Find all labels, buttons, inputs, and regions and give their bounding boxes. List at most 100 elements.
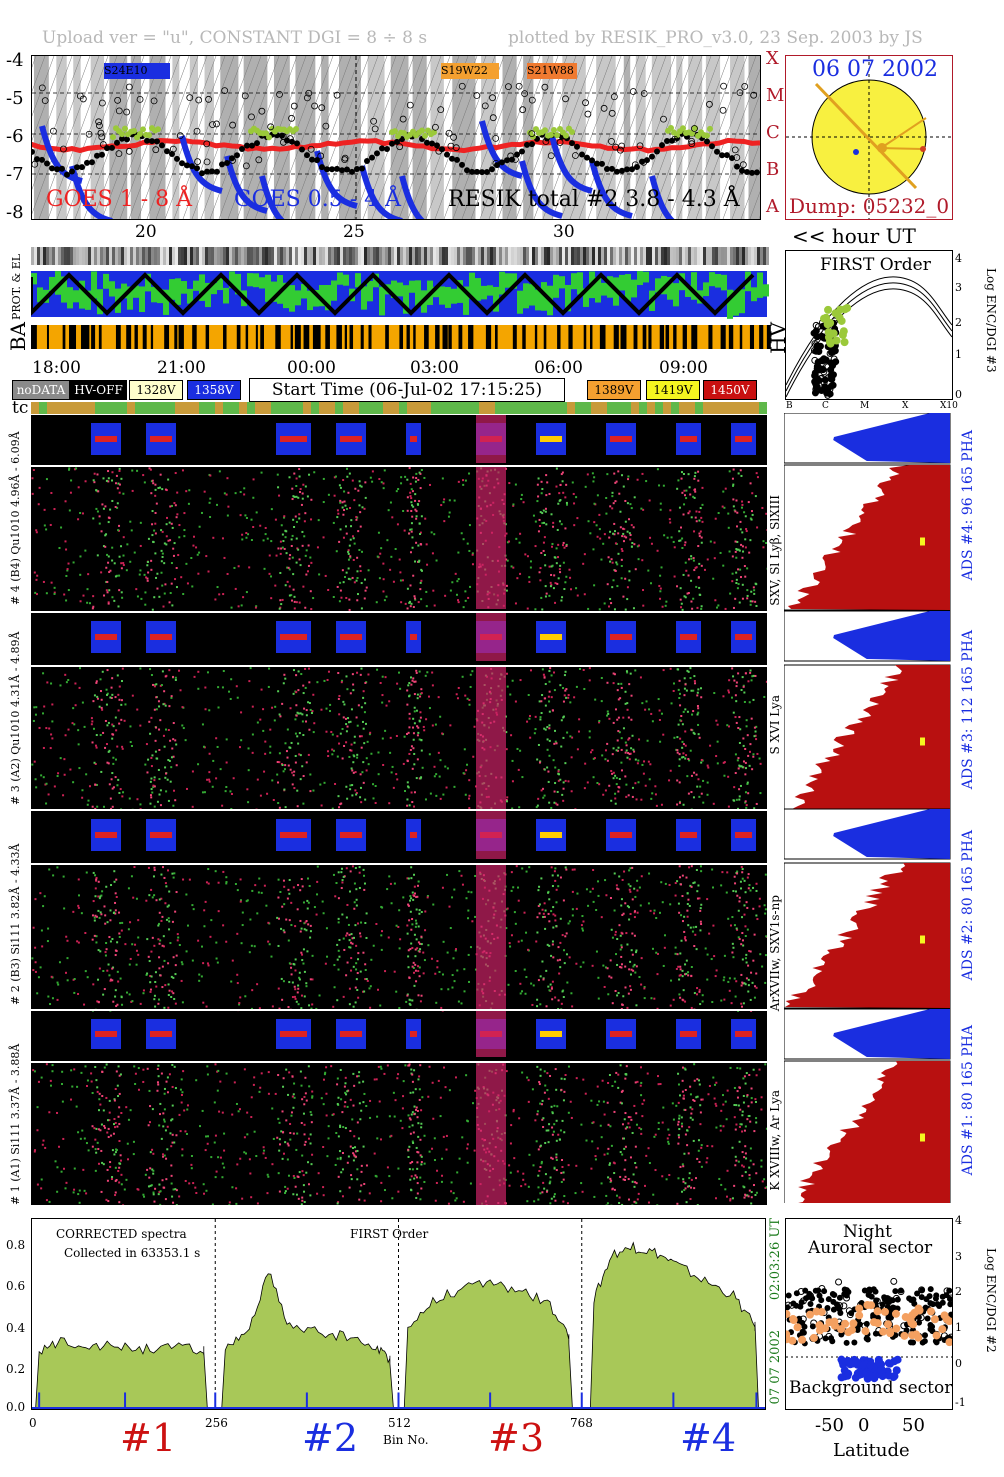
spec-dot [743, 700, 746, 703]
spec-dot [673, 546, 676, 549]
resik-point [619, 167, 625, 174]
spec-dot-bright [682, 756, 685, 759]
prot-strip-cell [691, 247, 694, 265]
spec-dot-bright [543, 727, 546, 730]
spec-dot [338, 713, 341, 716]
spec-dot [586, 473, 589, 476]
spec-dot-bright [166, 778, 169, 781]
resik-open-point [290, 102, 298, 110]
ba-strip-bar [73, 325, 77, 349]
spec-dot-bright [358, 480, 361, 483]
spec-dot [322, 477, 325, 480]
spec-dot-bright [505, 584, 508, 587]
spec-band-line [735, 634, 752, 640]
prot-strip-cell [556, 247, 559, 265]
prot-strip-cell [217, 247, 220, 265]
spec-dot [430, 957, 433, 960]
resik-point [289, 138, 295, 145]
spec-dot-bright [347, 491, 350, 494]
spec-dot-bright [306, 950, 309, 953]
resik-open-point [671, 135, 679, 143]
spec-dot [145, 576, 148, 579]
spec-dot [302, 585, 305, 588]
spec-dot-bright [156, 757, 159, 760]
goes-hatch-line [281, 56, 343, 219]
spec-dot-bright [300, 927, 303, 930]
spec-dot [216, 745, 219, 748]
spec-dot-bright [698, 562, 701, 565]
spec-dot-bright [732, 468, 735, 471]
spec-dot [446, 873, 449, 876]
spec-dot-bright [678, 679, 681, 682]
spec-dot-bright [697, 470, 700, 473]
spec-dot [679, 973, 682, 976]
resik-point [594, 160, 600, 167]
spec-dot-bright [416, 697, 419, 700]
spec-dot [611, 936, 614, 939]
prot-strip-cell [655, 247, 658, 265]
prot-band-green [661, 275, 667, 295]
spec-dot [64, 734, 67, 737]
spec-dot-bright [750, 518, 753, 521]
spec-dot [524, 992, 527, 995]
prot-strip-cell [58, 247, 61, 265]
spec-dot-bright [408, 695, 411, 698]
spec-dot [63, 593, 66, 596]
spec-dot [606, 714, 609, 717]
spec-dot [260, 891, 263, 894]
spec-dot [525, 931, 528, 934]
ba-strip-bar [360, 325, 364, 349]
spec-dot-bright [154, 488, 157, 491]
spec-dot [674, 952, 677, 955]
spec-dot [135, 897, 138, 900]
spec-dot [316, 893, 319, 896]
spec-dot-bright [557, 502, 560, 505]
ba-strip-bar [81, 325, 87, 349]
spec-dot [651, 720, 654, 723]
spec-dot-bright [106, 761, 109, 764]
spec-dot [448, 511, 451, 514]
spec-dot [380, 934, 383, 937]
spec-dot [122, 564, 125, 567]
spec-dot-bright [295, 714, 298, 717]
spec-dot-bright [291, 599, 294, 602]
spec-dot-bright [561, 596, 564, 599]
spec-dot [270, 575, 273, 578]
spec-dot [399, 571, 402, 574]
spec-dot [399, 579, 402, 582]
spec-dot-bright [631, 541, 634, 544]
spec-dot [208, 709, 211, 712]
goes-ytick-label: -8 [6, 202, 24, 223]
spec-dot [692, 559, 695, 562]
spec-dot-bright [359, 673, 362, 676]
tc-cell [415, 402, 423, 414]
prot-strip-cell [172, 247, 175, 265]
prot-strip-cell [115, 247, 118, 265]
spec-dot-bright [350, 525, 353, 528]
spec-dot-bright [96, 697, 99, 700]
spec-dot [204, 686, 207, 689]
spec-dot [197, 939, 200, 942]
spec-dot [73, 723, 76, 726]
spec-dot [397, 671, 400, 674]
resik-green-point [140, 126, 146, 133]
spec-dot [81, 796, 84, 799]
spec-dot-bright [278, 806, 281, 809]
spec-dot-bright [564, 689, 567, 692]
spec-dot [460, 532, 463, 535]
spec-dot [517, 940, 520, 943]
spec-dot [167, 869, 170, 872]
spec-dot-bright [540, 877, 543, 880]
spec-dot [659, 587, 662, 590]
spec-dot [541, 908, 544, 911]
spec-dot [577, 730, 580, 733]
resik-point [94, 152, 100, 159]
spec-dot [304, 667, 307, 670]
spec-dot-bright [157, 1002, 160, 1005]
spec-dot [80, 912, 83, 915]
spec-dot [341, 727, 344, 730]
spec-dot [39, 892, 42, 895]
spec-dot-bright [694, 516, 697, 519]
spec-dot [72, 910, 75, 913]
spec-dot-bright [350, 941, 353, 944]
